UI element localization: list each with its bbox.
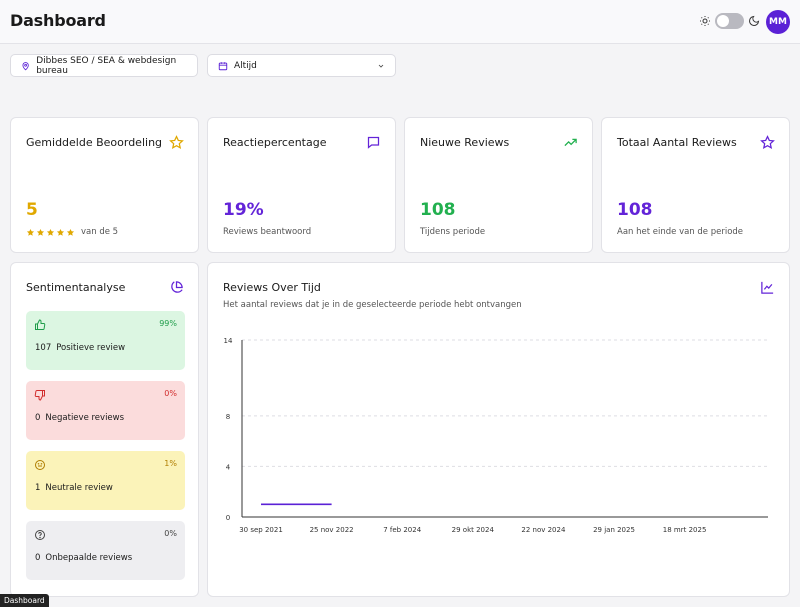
- sentiment-positive: 99% 107 Positieve review: [26, 311, 185, 370]
- sentiment-title: Sentimentanalyse: [26, 281, 126, 294]
- sentiment-percentage: 1%: [164, 459, 177, 468]
- sentiment-neutral: 1% 1 Neutrale review: [26, 451, 185, 510]
- tooltip: Dashboard: [0, 594, 49, 607]
- thumbs-up-icon: [35, 319, 46, 330]
- stat-card-total-reviews: Totaal Aantal Reviews 108 Aan het einde …: [601, 117, 790, 253]
- sun-icon: [700, 16, 710, 26]
- trending-up-icon: [564, 138, 577, 147]
- y-tick-label: 8: [226, 413, 230, 421]
- star-icon: [56, 228, 65, 236]
- star-icon: [169, 135, 184, 150]
- location-label: Dibbes SEO / SEA & webdesign bureau: [36, 55, 177, 76]
- sentiment-label-row: 0 Negatieve reviews: [35, 413, 124, 423]
- page-title: Dashboard: [10, 11, 106, 30]
- message-icon: [367, 136, 380, 149]
- stat-title: Gemiddelde Beoordeling: [26, 136, 163, 149]
- rating-stars: van de 5: [26, 227, 118, 237]
- y-tick-label: 4: [226, 463, 231, 471]
- neutral-face-icon: [35, 460, 45, 470]
- star-icon: [26, 228, 35, 236]
- x-tick-label: 7 feb 2024: [383, 526, 421, 534]
- stat-title: Nieuwe Reviews: [420, 136, 510, 149]
- sentiment-count: 0: [35, 553, 41, 563]
- stat-subtitle: Aan het einde van de periode: [617, 227, 744, 237]
- rating-scale-label: van de 5: [81, 227, 119, 237]
- period-select[interactable]: Altijd: [207, 54, 396, 77]
- map-pin-icon: [22, 61, 29, 70]
- star-icon: [66, 228, 75, 236]
- sentiment-label-row: 0 Onbepaalde reviews: [35, 553, 132, 563]
- sentiment-label: Neutrale review: [45, 483, 113, 493]
- stat-title: Reactiepercentage: [223, 136, 327, 149]
- calendar-icon: [218, 61, 228, 70]
- stat-card-response-rate: Reactiepercentage 19% Reviews beantwoord: [207, 117, 396, 253]
- stat-value: 19%: [223, 200, 264, 220]
- y-tick-label: 0: [226, 514, 230, 522]
- stat-subtitle: Reviews beantwoord: [223, 227, 312, 237]
- avatar[interactable]: MM: [766, 10, 790, 34]
- y-tick-label: 14: [224, 337, 233, 345]
- sentiment-undetermined: 0% 0 Onbepaalde reviews: [26, 521, 185, 580]
- period-label: Altijd: [234, 60, 257, 71]
- top-bar: Dashboard MM: [0, 0, 800, 44]
- sentiment-count: 107: [35, 343, 52, 353]
- x-tick-label: 30 sep 2021: [239, 526, 283, 534]
- stat-value: 108: [420, 200, 456, 220]
- chart-title: Reviews Over Tijd: [223, 281, 321, 294]
- chart-subtitle: Het aantal reviews dat je in de geselect…: [223, 300, 522, 310]
- stat-card-new-reviews: Nieuwe Reviews 108 Tijdens periode: [404, 117, 593, 253]
- thumbs-down-icon: [34, 390, 45, 401]
- sentiment-count: 1: [35, 483, 41, 493]
- sentiment-count: 0: [35, 413, 41, 423]
- question-icon: [35, 530, 45, 540]
- sentiment-percentage: 99%: [159, 319, 177, 328]
- stat-title: Totaal Aantal Reviews: [617, 136, 737, 149]
- sentiment-label: Positieve review: [56, 343, 126, 353]
- x-tick-label: 18 mrt 2025: [663, 526, 707, 534]
- toggle-knob: [717, 15, 729, 27]
- stat-subtitle: Tijdens periode: [420, 227, 486, 237]
- sentiment-label: Negatieve reviews: [45, 413, 125, 423]
- location-select[interactable]: Dibbes SEO / SEA & webdesign bureau: [10, 54, 198, 77]
- sentiment-label: Onbepaalde reviews: [45, 553, 133, 563]
- theme-toggle[interactable]: [715, 13, 744, 29]
- x-tick-label: 25 nov 2022: [310, 526, 354, 534]
- chevron-down-icon: [378, 64, 384, 68]
- star-icon: [46, 228, 55, 236]
- sentiment-card: Sentimentanalyse 99% 107 Positieve review…: [10, 262, 199, 597]
- stat-card-average-rating: Gemiddelde Beoordeling 5 van de 5: [10, 117, 199, 253]
- star-icon: [36, 228, 45, 236]
- moon-icon: [749, 15, 760, 26]
- x-tick-label: 29 jan 2025: [593, 526, 635, 534]
- sentiment-label-row: 107 Positieve review: [35, 343, 125, 353]
- sentiment-label-row: 1 Neutrale review: [35, 483, 113, 493]
- stat-value: 108: [617, 200, 653, 220]
- sentiment-percentage: 0%: [164, 389, 177, 398]
- reviews-line-chart: 0 4 8 14 30 sep 2021 25 nov 2022 7 feb 2024 29 …: [224, 337, 768, 534]
- sentiment-percentage: 0%: [164, 529, 177, 538]
- reviews-over-time-card: Reviews Over Tijd Het aantal reviews dat…: [207, 262, 790, 597]
- sentiment-negative: 0% 0 Negatieve reviews: [26, 381, 185, 440]
- pie-chart-icon: [171, 281, 183, 293]
- star-outline-icon: [760, 135, 775, 150]
- stat-value: 5: [26, 200, 38, 220]
- x-tick-label: 29 okt 2024: [452, 526, 495, 534]
- x-tick-label: 22 nov 2024: [521, 526, 566, 534]
- line-chart-icon: [761, 281, 774, 294]
